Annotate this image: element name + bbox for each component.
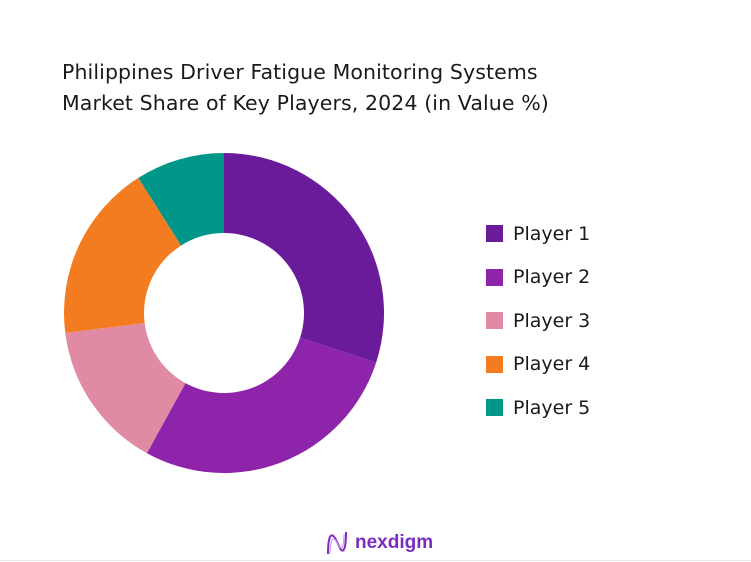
logo-text: nexdigm [355, 532, 434, 553]
legend-item: Player 3 [486, 299, 590, 343]
nexdigm-logo: nexdigm [325, 530, 433, 556]
legend-swatch [486, 399, 503, 417]
legend-swatch [486, 312, 503, 330]
slice-player-2 [146, 337, 377, 474]
divider [0, 560, 751, 561]
legend-item: Player 4 [486, 343, 590, 387]
legend-label: Player 2 [513, 266, 591, 289]
legend-label: Player 1 [513, 222, 591, 245]
legend-item: Player 1 [486, 212, 590, 256]
legend-label: Player 4 [513, 353, 591, 376]
legend: Player 1 Player 2 Player 3 Player 4 Play… [486, 212, 590, 430]
slice-player-1 [224, 153, 384, 363]
slice-player-4 [64, 177, 182, 334]
legend-swatch [486, 268, 503, 286]
legend-item: Player 2 [486, 256, 590, 300]
legend-item: Player 5 [486, 386, 590, 430]
legend-swatch [486, 225, 503, 243]
title-line-1: Philippines Driver Fatigue Monitoring Sy… [62, 60, 538, 84]
title-line-2: Market Share of Key Players, 2024 (in Va… [62, 91, 549, 115]
chart-title: Philippines Driver Fatigue Monitoring Sy… [62, 57, 549, 119]
nexdigm-logo-icon [327, 531, 347, 555]
legend-swatch [486, 355, 503, 373]
slice-player-3 [65, 323, 186, 454]
slice-player-5 [138, 153, 224, 246]
legend-label: Player 5 [513, 396, 591, 419]
legend-label: Player 3 [513, 309, 591, 332]
